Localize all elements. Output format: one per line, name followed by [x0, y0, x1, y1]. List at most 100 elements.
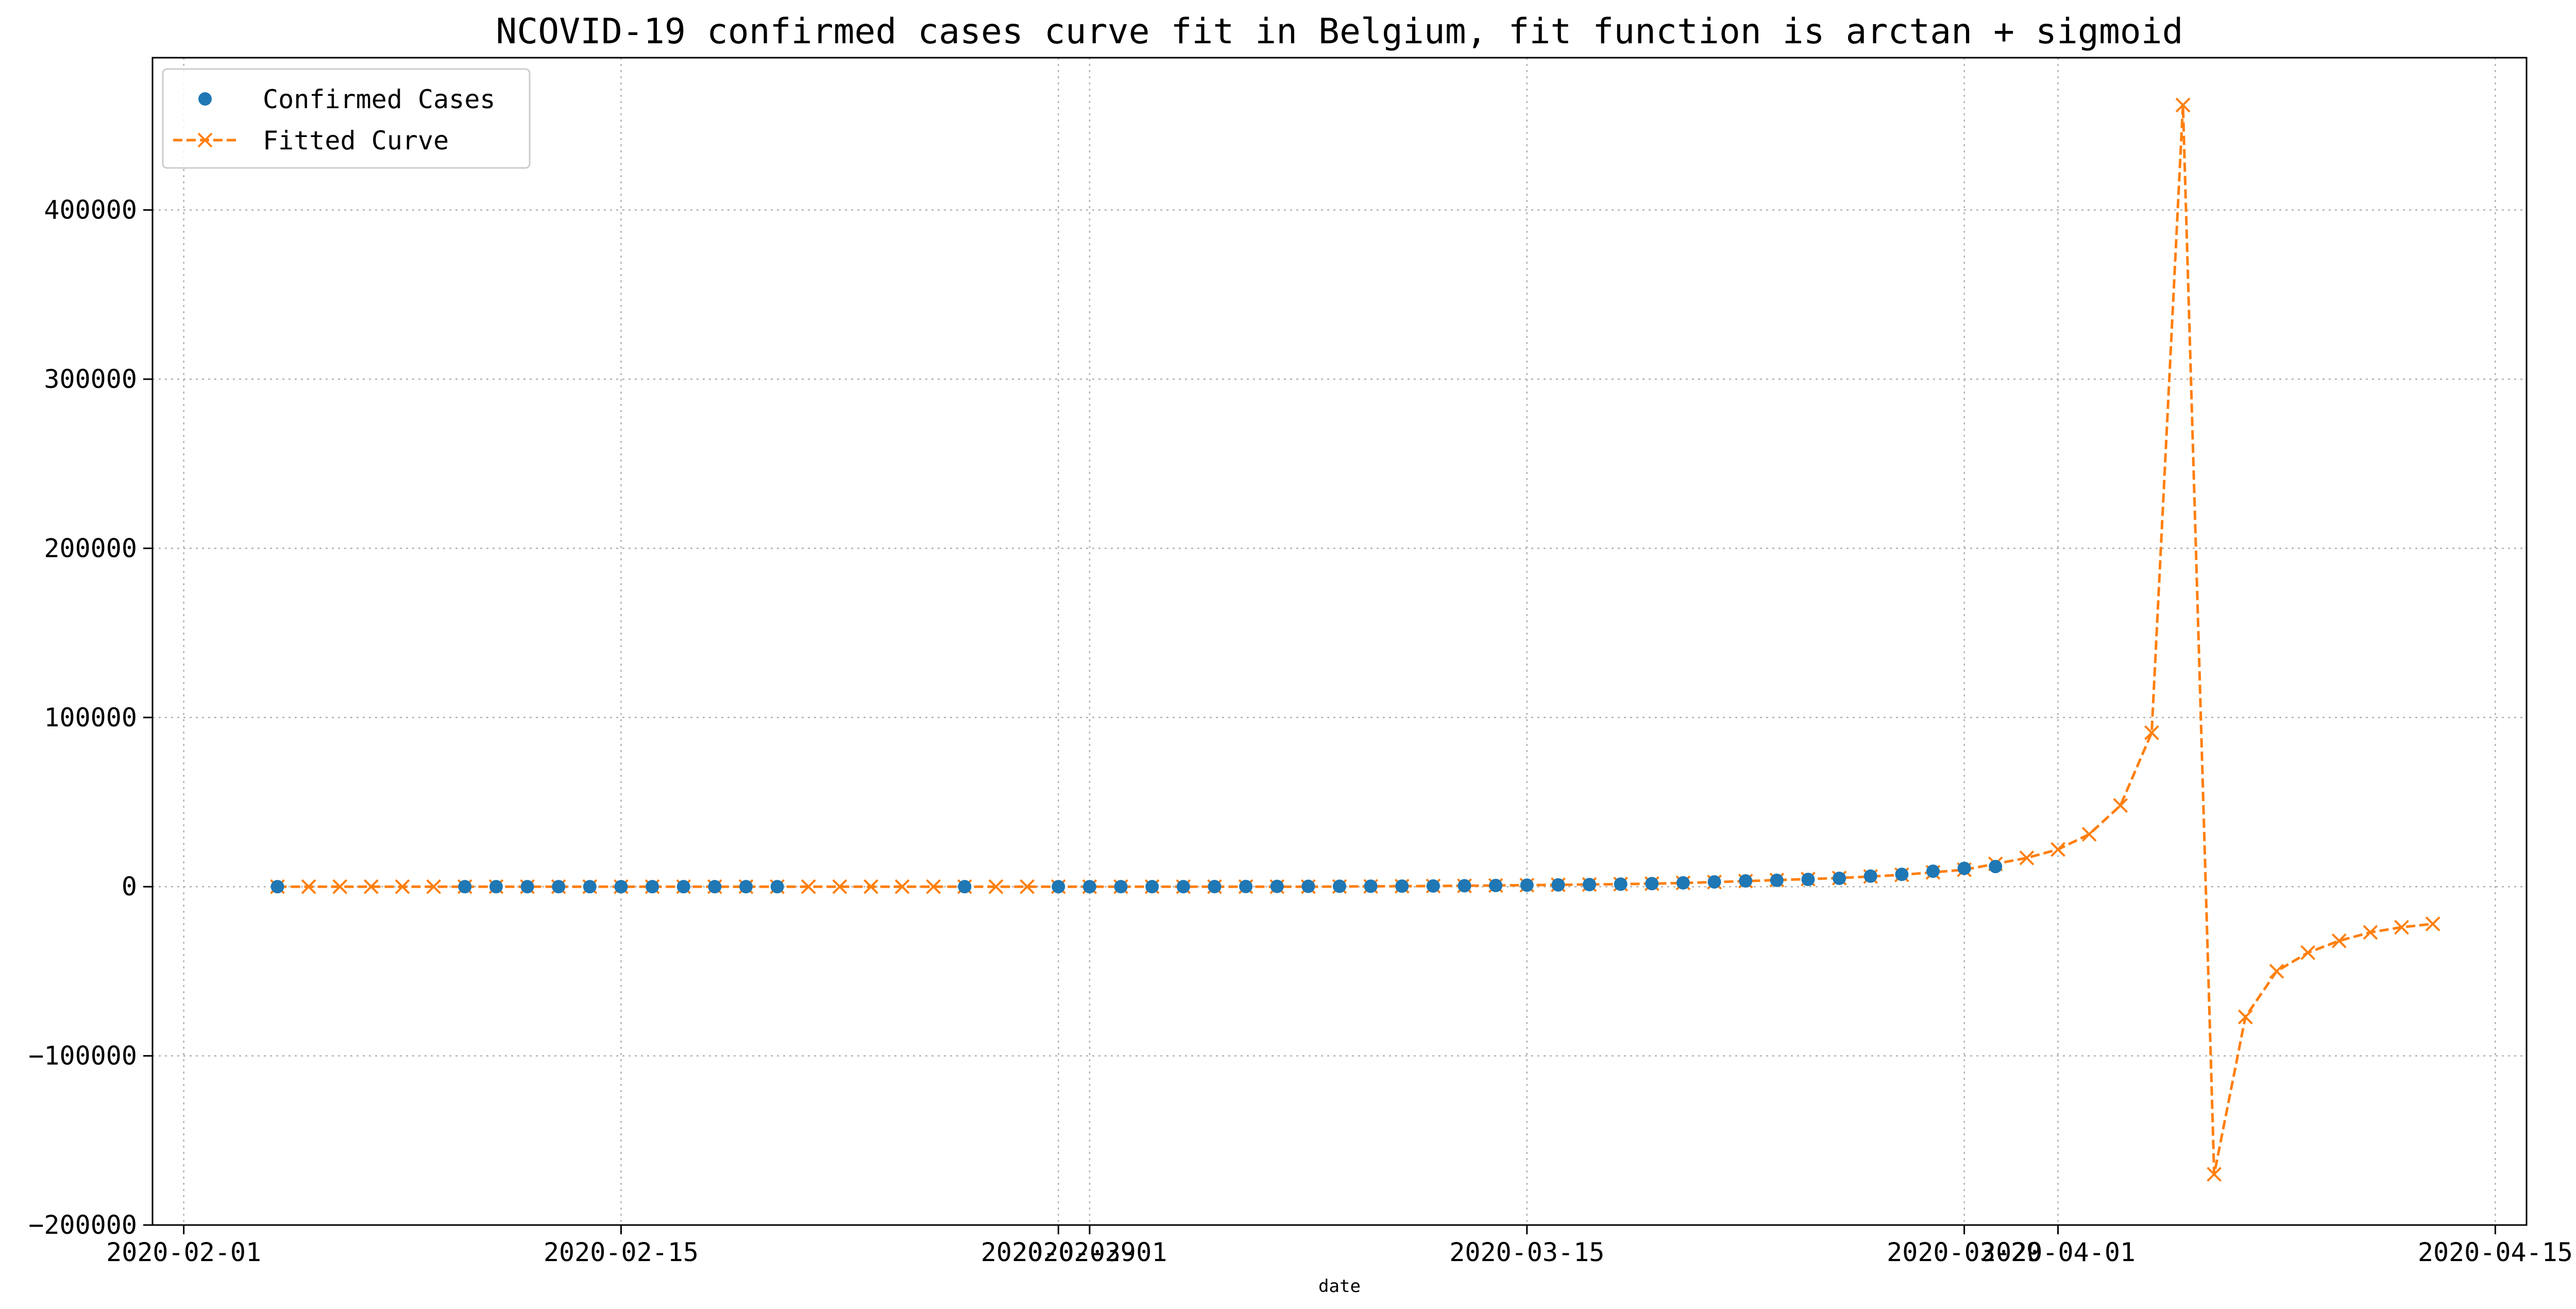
- confirmed-cases-point: [270, 880, 284, 894]
- confirmed-cases-point: [1239, 879, 1253, 893]
- confirmed-cases-point: [1739, 874, 1753, 888]
- confirmed-cases-point: [1458, 879, 1471, 893]
- chart-title: NCOVID-19 confirmed cases curve fit in B…: [496, 11, 2183, 52]
- confirmed-cases-point: [1395, 879, 1409, 893]
- fitted-curve-marker: [2269, 963, 2284, 979]
- confirmed-cases-point: [1957, 861, 1971, 875]
- fitted-curve-marker: [2300, 945, 2315, 960]
- confirmed-cases-point: [1770, 873, 1784, 887]
- fitted-curve-marker: [395, 879, 410, 894]
- x-axis-label: date: [1318, 1276, 1361, 1297]
- confirmed-cases-point: [1145, 880, 1159, 894]
- legend: Confirmed Cases Fitted Curve: [162, 68, 531, 169]
- confirmed-cases-point: [1114, 880, 1128, 894]
- y-tick-label: −100000: [28, 1041, 137, 1071]
- confirmed-cases-point: [1551, 878, 1565, 892]
- fitted-curve-marker: [2050, 842, 2065, 857]
- confirmed-cases-point: [552, 880, 566, 894]
- fitted-curve-line: [277, 104, 2433, 1176]
- fitted-curve-marker: [2081, 826, 2097, 842]
- confirmed-cases-point: [708, 880, 722, 894]
- confirmed-cases-point: [614, 880, 628, 894]
- confirmed-cases-point: [739, 880, 753, 894]
- legend-box: [162, 68, 531, 169]
- confirmed-cases-point: [489, 880, 503, 894]
- fitted-curve-marker: [2113, 798, 2128, 813]
- x-tick-label: 2020-02-29: [981, 1237, 1136, 1267]
- fitted-curve-marker: [2144, 725, 2159, 740]
- x-tick-label: 2020-02-01: [106, 1237, 261, 1267]
- fitted-curve-marker: [364, 879, 379, 894]
- confirmed-cases-point: [646, 880, 659, 894]
- confirmed-cases-series: [270, 860, 2003, 894]
- confirmed-cases-point: [1801, 873, 1815, 887]
- fitted-curve-marker: [2394, 920, 2409, 935]
- y-tick-label: 0: [122, 872, 137, 902]
- confirmed-cases-point: [1863, 869, 1877, 883]
- x-tick-label: 2020-03-01: [1012, 1237, 1167, 1267]
- x-tick-label: 2020-04-15: [2418, 1237, 2573, 1267]
- confirmed-cases-point: [958, 880, 972, 894]
- confirmed-cases-point: [1707, 875, 1721, 889]
- confirmed-cases-point: [1989, 860, 2003, 874]
- y-tick-label: 100000: [44, 703, 137, 733]
- y-tick-label: 400000: [44, 195, 137, 225]
- fitted-curve-marker: [2019, 850, 2035, 865]
- fitted-curve-marker: [1020, 879, 1035, 894]
- fitted-curve-marker: [332, 879, 348, 894]
- fitted-curve-marker: [2425, 916, 2441, 931]
- confirmed-cases-point: [1645, 877, 1659, 891]
- x-tick-label: 2020-04-01: [1980, 1237, 2136, 1267]
- series-clip-group: [270, 97, 2441, 1182]
- confirmed-cases-point: [1676, 876, 1690, 890]
- confirmed-cases-point: [1426, 879, 1440, 893]
- confirmed-cases-point: [1614, 877, 1628, 891]
- confirmed-cases-point: [1520, 878, 1534, 892]
- y-tick-label: 200000: [44, 533, 137, 563]
- fitted-curve-marker: [863, 879, 878, 894]
- tick-layer: 2020-02-01 2020-02-15 2020-02-292020-03-01…: [28, 195, 2573, 1267]
- x-tick-label: 2020-02-15: [544, 1237, 699, 1267]
- fitted-curve-marker: [894, 879, 910, 894]
- fitted-curve-marker: [832, 879, 848, 894]
- confirmed-cases-point: [1333, 879, 1346, 893]
- fitted-curve-marker: [2363, 925, 2378, 940]
- fitted-curve-marker: [926, 879, 941, 894]
- confirmed-cases-point: [583, 880, 597, 894]
- fitted-curve-marker: [801, 879, 816, 894]
- y-tick-label: 300000: [44, 364, 137, 394]
- confirmed-cases-point: [1895, 868, 1909, 881]
- confirmed-cases-point: [1052, 880, 1065, 894]
- fitted-curve-marker: [2238, 1009, 2253, 1025]
- confirmed-cases-point: [1208, 880, 1222, 894]
- legend-label-fitted-curve: Fitted Curve: [263, 126, 449, 156]
- confirmed-cases-point: [1926, 864, 1940, 878]
- plot-frame: [151, 57, 2528, 1226]
- y-tick-label: −200000: [28, 1210, 137, 1240]
- confirmed-cases-point: [458, 880, 472, 894]
- confirmed-cases-point: [770, 880, 784, 894]
- fitted-curve-marker: [426, 879, 442, 894]
- legend-marker-confirmed-cases: [198, 92, 212, 106]
- fitted-curve-marker: [2175, 97, 2191, 113]
- fitted-curve-marker: [301, 879, 316, 894]
- confirmed-cases-point: [1176, 880, 1190, 894]
- confirmed-cases-point: [1489, 878, 1503, 892]
- legend-marker-fitted-curve: [197, 132, 213, 148]
- fitted-curve-marker: [2207, 1167, 2222, 1182]
- confirmed-cases-point: [676, 880, 690, 894]
- series-layer: [270, 97, 2441, 1182]
- legend-label-confirmed-cases: Confirmed Cases: [263, 84, 496, 114]
- confirmed-cases-point: [1082, 880, 1096, 894]
- confirmed-cases-point: [1270, 879, 1284, 893]
- x-tick-label: 2020-03-29: [1887, 1237, 2042, 1267]
- fitted-curve-marker: [2331, 933, 2347, 948]
- confirmed-cases-point: [1364, 879, 1378, 893]
- confirmed-cases-point: [1833, 871, 1846, 885]
- confirmed-cases-point: [1301, 879, 1315, 893]
- confirmed-cases-point: [520, 880, 534, 894]
- x-tick-label: 2020-03-15: [1449, 1237, 1604, 1267]
